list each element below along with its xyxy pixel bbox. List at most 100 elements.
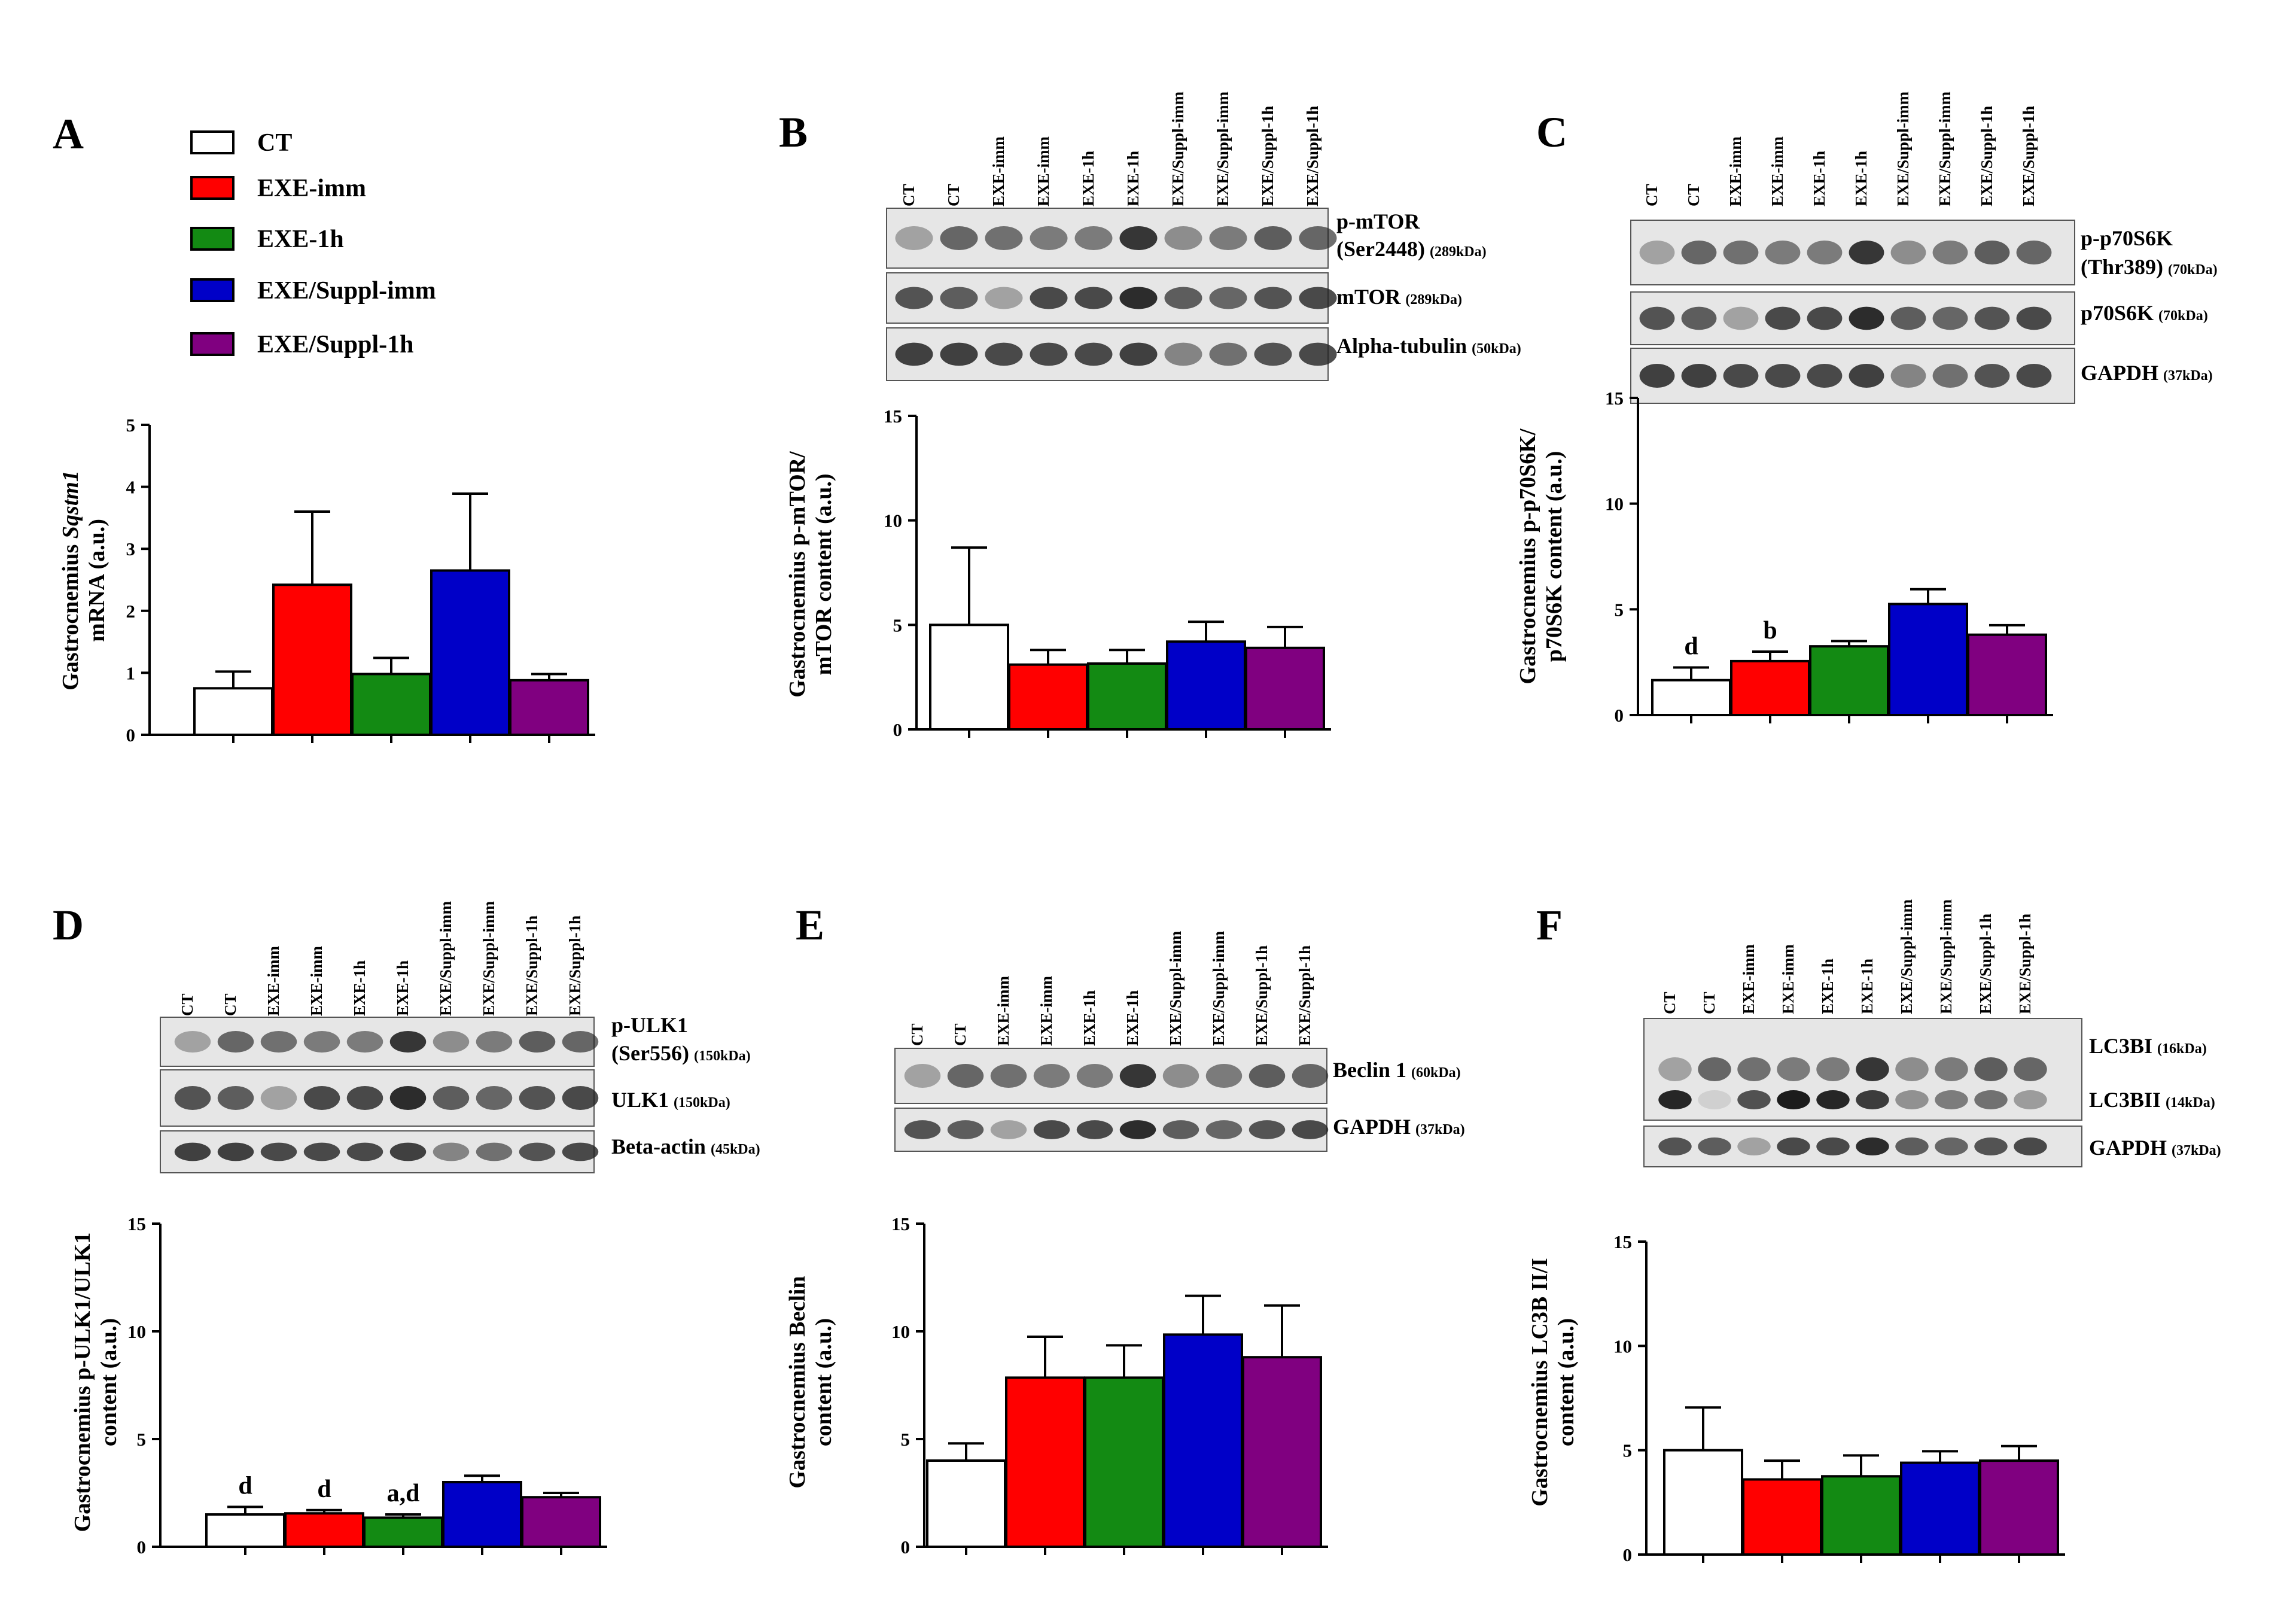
blot-band	[303, 1086, 340, 1110]
blot-band	[1849, 306, 1884, 330]
blot-kda: (37kDa)	[2172, 1143, 2221, 1158]
blot-band	[174, 1086, 211, 1110]
blot-label: mTOR (289kDa)	[1336, 285, 1462, 309]
legend-swatch	[190, 227, 235, 251]
blot-band	[1932, 241, 1968, 264]
lane-label: EXE/Suppl-imm	[1937, 899, 1955, 1014]
blot-band	[895, 287, 933, 309]
significance-label: d	[1684, 633, 1698, 661]
panel-letter: E	[796, 901, 824, 949]
blot-band	[346, 1142, 383, 1161]
lane-label: CT	[951, 1023, 969, 1046]
bar	[1651, 679, 1731, 716]
blot-band	[1658, 1057, 1692, 1081]
bar	[1087, 662, 1167, 731]
blot-band	[1209, 342, 1247, 366]
y-axis-label: Gastrocnemius Beclin	[785, 1276, 810, 1488]
lane-label: EXE/Suppl-imm	[1936, 91, 1954, 206]
y-axis-label-text: Gastrocnemius p-p70S6K/	[1515, 428, 1540, 684]
blot-band	[2014, 1057, 2047, 1081]
blot-band	[947, 1120, 984, 1139]
blot-band	[562, 1086, 599, 1110]
blot-band	[1074, 226, 1113, 250]
blot-band	[1658, 1137, 1692, 1155]
lane-label: EXE-1h	[1852, 151, 1870, 206]
blot-band	[346, 1030, 383, 1053]
y-tick-label: 5	[1623, 1440, 1633, 1461]
lane-label: EXE/Suppl-1h	[523, 915, 541, 1016]
blot-band	[260, 1142, 297, 1161]
blot-label-line2: (Ser2448) (289kDa)	[1336, 237, 1487, 261]
significance-label: a,d	[387, 1480, 420, 1507]
y-tick-label: 5	[137, 1429, 147, 1450]
lane-label: EXE/Suppl-imm	[1214, 91, 1232, 206]
blot-band	[1164, 287, 1202, 309]
significance-label: b	[1763, 617, 1777, 644]
blot-band	[1254, 287, 1292, 309]
blot-band	[1209, 287, 1247, 309]
bar	[430, 569, 510, 737]
lane-label: EXE-imm	[264, 946, 282, 1017]
bar	[363, 1516, 443, 1548]
lane-label: CT	[178, 993, 196, 1016]
blot-band	[303, 1142, 340, 1161]
blot-band	[1030, 342, 1068, 366]
blot-label: Beta-actin (45kDa)	[611, 1134, 760, 1158]
panel-b: B CT CT EXE-imm EXE-imm EXE-1h EXE-1h EXE/Suppl…	[779, 91, 1521, 740]
blot-band	[1119, 1064, 1156, 1088]
blot-label: ULK1 (150kDa)	[611, 1088, 730, 1112]
blot-band	[895, 342, 933, 366]
y-axis-label-text: Gastrocnemius p-ULK1/ULK1	[70, 1233, 95, 1532]
blot-band	[1895, 1137, 1929, 1155]
western-blot: CT CT EXE-imm EXE-imm EXE-1h EXE-1h EXE/Suppl-…	[886, 91, 1521, 381]
blot-label: LC3BII (14kDa)	[2089, 1088, 2215, 1112]
blot-kda: (37kDa)	[2163, 368, 2213, 384]
blot-kda: (70kDa)	[2168, 262, 2218, 278]
blot-band	[1639, 364, 1675, 388]
blot-band	[1816, 1090, 1850, 1109]
blot-band	[1974, 364, 2010, 388]
blot-band	[174, 1142, 211, 1161]
blot-label: Beclin 1 (60kDa)	[1333, 1058, 1461, 1082]
blot-band	[1658, 1090, 1692, 1109]
bar	[1967, 633, 2047, 716]
blot-band	[1681, 364, 1717, 388]
y-tick-label: 10	[127, 1321, 146, 1342]
blot-kda: (289kDa)	[1405, 292, 1462, 308]
blot-band	[1974, 306, 2010, 330]
panel-letter: D	[53, 901, 84, 949]
lane-label: EXE-1h	[1080, 990, 1098, 1046]
y-tick-label: 0	[901, 1537, 911, 1558]
blot-band	[2014, 1137, 2047, 1155]
bar	[1663, 1449, 1743, 1556]
lane-label: EXE/Suppl-imm	[1894, 91, 1912, 206]
lane-label: EXE/Suppl-imm	[437, 901, 455, 1016]
blot-band	[476, 1142, 513, 1161]
blot-band	[1807, 306, 1843, 330]
y-tick-label: 0	[893, 719, 903, 740]
blot-kda: (37kDa)	[1415, 1122, 1465, 1137]
blot-band	[1249, 1120, 1286, 1139]
blot-label: p-p70S6K	[2081, 226, 2173, 250]
lane-label: EXE-imm	[307, 946, 325, 1017]
bar	[521, 1496, 601, 1548]
lane-label: EXE-imm	[1034, 136, 1052, 207]
blot-band	[1816, 1057, 1850, 1081]
bar	[205, 1513, 285, 1548]
blot-band	[389, 1030, 427, 1053]
blot-band	[1895, 1090, 1929, 1109]
lane-label: EXE/Suppl-1h	[1977, 914, 1994, 1014]
y-axis-label-line2: content (a.u.)	[811, 1318, 836, 1446]
bar	[1166, 640, 1246, 731]
lane-label: EXE/Suppl-1h	[1253, 945, 1271, 1046]
blot-band	[1777, 1090, 1810, 1109]
y-tick-label: 0	[1623, 1544, 1633, 1565]
blot-band	[1807, 364, 1843, 388]
blot-label: p-mTOR	[1336, 209, 1420, 233]
bar	[1008, 663, 1088, 731]
blot-band	[1765, 364, 1801, 388]
panel-letter: C	[1536, 108, 1567, 156]
y-tick-label: 5	[893, 615, 903, 635]
western-blot: CT CT EXE-imm EXE-imm EXE-1h EXE-1h EXE/Suppl-…	[160, 901, 760, 1173]
